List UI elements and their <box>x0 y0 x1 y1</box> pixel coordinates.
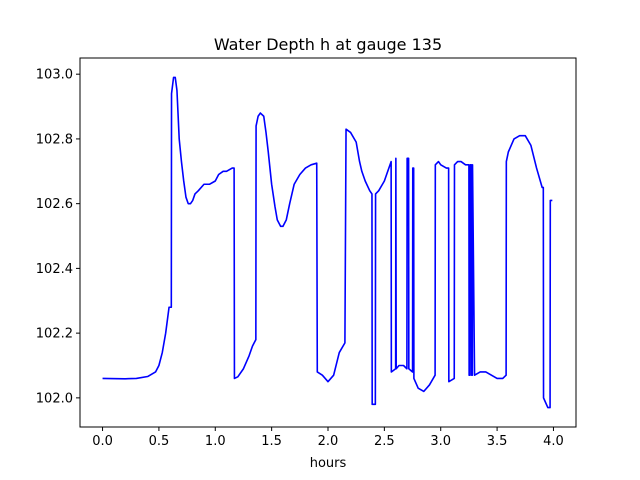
plot-area <box>102 76 553 409</box>
y-tick-label: 102.0 <box>36 391 73 406</box>
y-tick-label: 103.0 <box>36 68 73 83</box>
y-tick-label: 102.8 <box>36 132 73 147</box>
x-tick-label: 2.5 <box>374 434 395 449</box>
x-axis: 0.0 0.5 1.0 1.5 2.0 2.5 3.0 3.5 4.0 <box>92 427 564 449</box>
series-line <box>102 76 553 409</box>
y-tick-label: 102.6 <box>36 197 73 212</box>
chart-title: Water Depth h at gauge 135 <box>214 35 442 54</box>
x-tick-label: 2.0 <box>318 434 339 449</box>
y-axis: 102.0 102.2 102.4 102.6 102.8 103.0 <box>36 68 80 406</box>
x-tick-label: 3.5 <box>487 434 508 449</box>
x-tick-label: 0.0 <box>92 434 113 449</box>
x-tick-label: 0.5 <box>149 434 170 449</box>
y-tick-label: 102.4 <box>36 262 73 277</box>
x-tick-label: 3.0 <box>430 434 451 449</box>
x-axis-label: hours <box>310 456 347 471</box>
y-tick-label: 102.2 <box>36 327 73 342</box>
x-tick-label: 1.5 <box>261 434 282 449</box>
x-tick-label: 1.0 <box>205 434 226 449</box>
x-tick-label: 4.0 <box>543 434 564 449</box>
